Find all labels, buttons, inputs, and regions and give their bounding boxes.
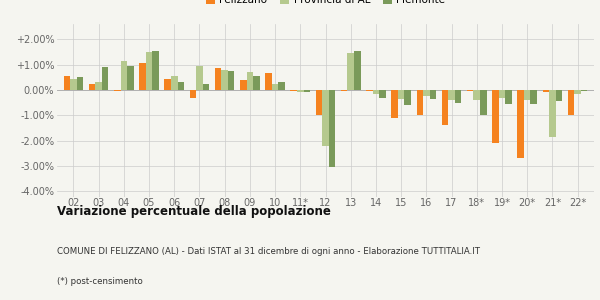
Bar — [253, 76, 260, 90]
Bar — [448, 90, 455, 100]
Bar — [77, 77, 83, 90]
Bar — [398, 90, 404, 99]
Bar — [70, 79, 77, 90]
Bar — [480, 90, 487, 115]
Bar — [215, 68, 221, 90]
Bar — [354, 51, 361, 90]
Text: COMUNE DI FELIZZANO (AL) - Dati ISTAT al 31 dicembre di ogni anno - Elaborazione: COMUNE DI FELIZZANO (AL) - Dati ISTAT al… — [57, 248, 480, 256]
Bar — [556, 90, 562, 101]
Bar — [114, 90, 121, 91]
Bar — [102, 67, 109, 90]
Bar — [196, 66, 203, 90]
Bar — [530, 90, 537, 104]
Bar — [322, 90, 329, 146]
Bar — [228, 71, 235, 90]
Bar — [430, 90, 436, 99]
Text: (*) post-censimento: (*) post-censimento — [57, 278, 143, 286]
Bar — [95, 82, 102, 90]
Bar — [316, 90, 322, 115]
Bar — [347, 53, 354, 90]
Bar — [416, 90, 423, 115]
Bar — [542, 90, 549, 92]
Text: Variazione percentuale della popolazione: Variazione percentuale della popolazione — [57, 206, 331, 218]
Bar — [492, 90, 499, 143]
Bar — [146, 52, 152, 90]
Bar — [404, 90, 411, 105]
Bar — [373, 90, 379, 94]
Bar — [379, 90, 386, 98]
Bar — [423, 90, 430, 96]
Bar — [272, 84, 278, 90]
Bar — [455, 90, 461, 103]
Bar — [164, 79, 171, 90]
Bar — [178, 82, 184, 90]
Bar — [304, 90, 310, 92]
Bar — [574, 90, 581, 94]
Bar — [467, 90, 473, 91]
Bar — [524, 90, 530, 100]
Bar — [473, 90, 480, 100]
Bar — [517, 90, 524, 158]
Bar — [203, 84, 209, 90]
Bar — [341, 90, 347, 91]
Bar — [127, 66, 134, 90]
Bar — [64, 76, 70, 90]
Bar — [581, 90, 587, 91]
Bar — [139, 63, 146, 90]
Bar — [549, 90, 556, 137]
Bar — [89, 84, 95, 90]
Bar — [290, 90, 297, 91]
Bar — [297, 90, 304, 92]
Bar — [247, 72, 253, 90]
Bar — [221, 70, 228, 90]
Bar — [329, 90, 335, 167]
Bar — [152, 51, 159, 90]
Bar — [190, 90, 196, 98]
Bar — [366, 90, 373, 91]
Bar — [171, 76, 178, 90]
Bar — [265, 74, 272, 90]
Bar — [505, 90, 512, 104]
Bar — [391, 90, 398, 118]
Bar — [278, 82, 285, 90]
Bar — [499, 90, 505, 98]
Bar — [442, 90, 448, 125]
Bar — [121, 61, 127, 90]
Bar — [240, 80, 247, 90]
Bar — [568, 90, 574, 115]
Legend: Felizzano, Provincia di AL, Piemonte: Felizzano, Provincia di AL, Piemonte — [202, 0, 449, 10]
